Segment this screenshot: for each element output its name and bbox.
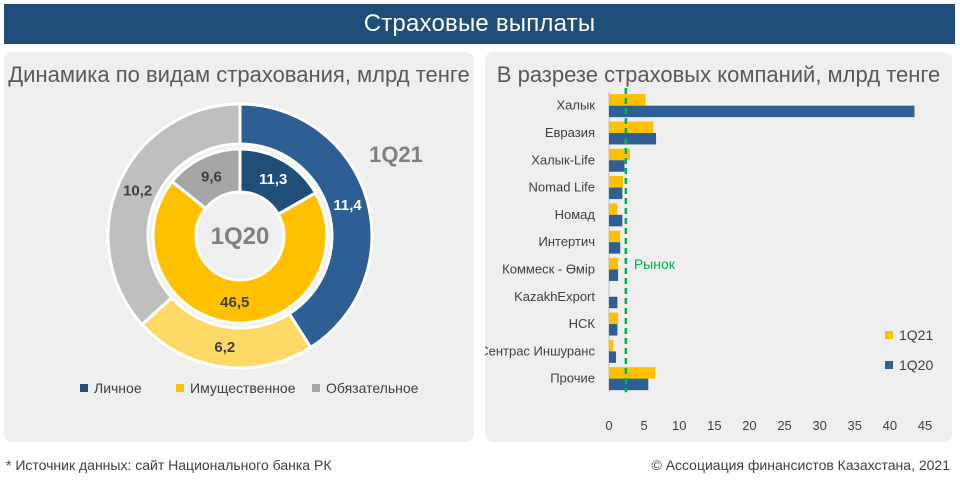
bar-1q20-11 bbox=[609, 378, 649, 391]
bar-1q20-10 bbox=[609, 351, 617, 363]
bar-1q20-9 bbox=[609, 324, 618, 336]
category-label-7: Коммеск - Өмір bbox=[502, 261, 595, 276]
category-label-3: Халык-Life bbox=[531, 152, 595, 167]
bar-1q21-1 bbox=[609, 94, 646, 106]
donut-panel: Динамика по видам страхования, млрд тенг… bbox=[4, 52, 474, 442]
donut-slice-1q21-1 bbox=[238, 102, 374, 350]
donut-slice-1q20-3 bbox=[170, 147, 242, 211]
bar-1q21-7 bbox=[609, 257, 619, 270]
legend-label-1: Личное bbox=[94, 380, 142, 396]
category-label-6: Интертич bbox=[539, 234, 596, 249]
legend-label-2: Имущественное bbox=[190, 380, 296, 396]
bar-chart: Халык Евразия Халык-Life Nomad Life Номад Инт… bbox=[485, 88, 933, 433]
donut-center-label: 1Q20 bbox=[211, 223, 270, 250]
bar-1q20-4 bbox=[609, 187, 623, 200]
donut-label-1q20-1: 11,3 bbox=[259, 171, 287, 188]
bar-chart-title: В разрезе страховых компаний, млрд тенге bbox=[496, 62, 941, 87]
x-tick-30: 30 bbox=[812, 418, 826, 433]
x-tick-45: 45 bbox=[918, 418, 932, 433]
category-label-1: Халык bbox=[556, 98, 595, 113]
bar-1q21-3 bbox=[609, 148, 631, 161]
category-label-10: Сентрас Иншуранс bbox=[485, 343, 595, 358]
category-label-5: Номад bbox=[555, 207, 596, 222]
x-tick-40: 40 bbox=[883, 418, 897, 433]
donut-chart: 11,4 6,2 10,2 11,3 46,5 9,6 1Q20 1Q21 Личное Имущ… bbox=[80, 102, 423, 396]
category-label-8: KazakhExport bbox=[514, 289, 595, 304]
x-tick-35: 35 bbox=[848, 418, 862, 433]
x-tick-5: 5 bbox=[640, 418, 647, 433]
bar-legend-label-2: 1Q20 bbox=[899, 357, 933, 373]
bar-legend-marker-2 bbox=[885, 361, 893, 369]
bar-1q20-7 bbox=[609, 269, 619, 281]
bar-1q20-3 bbox=[609, 160, 625, 172]
category-label-11: Прочие bbox=[550, 371, 595, 386]
category-label-2: Евразия bbox=[545, 125, 595, 140]
bar-1q20-2 bbox=[609, 132, 657, 145]
donut-label-1q21-3: 10,2 bbox=[123, 183, 152, 200]
donut-outer-ring-label: 1Q21 bbox=[369, 142, 423, 167]
market-reference-label: Рынок bbox=[634, 256, 676, 272]
x-tick-25: 25 bbox=[777, 418, 791, 433]
bar-1q21-9 bbox=[609, 312, 619, 325]
x-tick-15: 15 bbox=[707, 418, 721, 433]
bar-1q20-5 bbox=[609, 214, 623, 227]
donut-chart-title: Динамика по видам страхования, млрд тенг… bbox=[8, 62, 470, 87]
bar-1q21-11 bbox=[609, 367, 656, 379]
legend-label-3: Обязательное bbox=[326, 380, 419, 396]
donut-label-1q20-2: 46,5 bbox=[220, 294, 249, 311]
bar-1q20-6 bbox=[609, 242, 621, 254]
bar-1q21-5 bbox=[609, 203, 618, 215]
legend-marker-2 bbox=[176, 384, 184, 392]
bar-1q21-6 bbox=[609, 230, 621, 243]
bar-1q21-10 bbox=[609, 339, 614, 352]
x-tick-0: 0 bbox=[605, 418, 612, 433]
x-tick-10: 10 bbox=[672, 418, 686, 433]
bar-panel: В разрезе страховых компаний, млрд тенге… bbox=[485, 52, 952, 442]
bar-legend-marker-1 bbox=[885, 331, 893, 339]
x-tick-20: 20 bbox=[742, 418, 756, 433]
bar-1q20-8 bbox=[609, 296, 618, 309]
donut-slice-1q21-3 bbox=[106, 102, 242, 327]
donut-slice-1q20-2 bbox=[151, 179, 329, 325]
header-banner: Страховые выплаты bbox=[4, 4, 955, 44]
page-title: Страховые выплаты bbox=[363, 10, 596, 37]
bar-1q21-2 bbox=[609, 121, 654, 133]
donut-label-1q21-2: 6,2 bbox=[214, 339, 235, 356]
bar-legend-label-1: 1Q21 bbox=[899, 327, 933, 343]
legend-marker-3 bbox=[312, 384, 320, 392]
copyright-note: © Ассоциация финансистов Казахстана, 202… bbox=[651, 457, 950, 473]
legend-marker-1 bbox=[80, 384, 88, 392]
category-label-4: Nomad Life bbox=[529, 180, 595, 195]
donut-label-1q20-3: 9,6 bbox=[201, 168, 222, 185]
bar-1q20-1 bbox=[609, 105, 915, 118]
donut-label-1q21-1: 11,4 bbox=[333, 197, 362, 214]
category-label-9: НСК bbox=[569, 316, 596, 331]
bar-1q21-4 bbox=[609, 176, 624, 188]
source-note: * Источник данных: сайт Национального ба… bbox=[6, 457, 332, 473]
